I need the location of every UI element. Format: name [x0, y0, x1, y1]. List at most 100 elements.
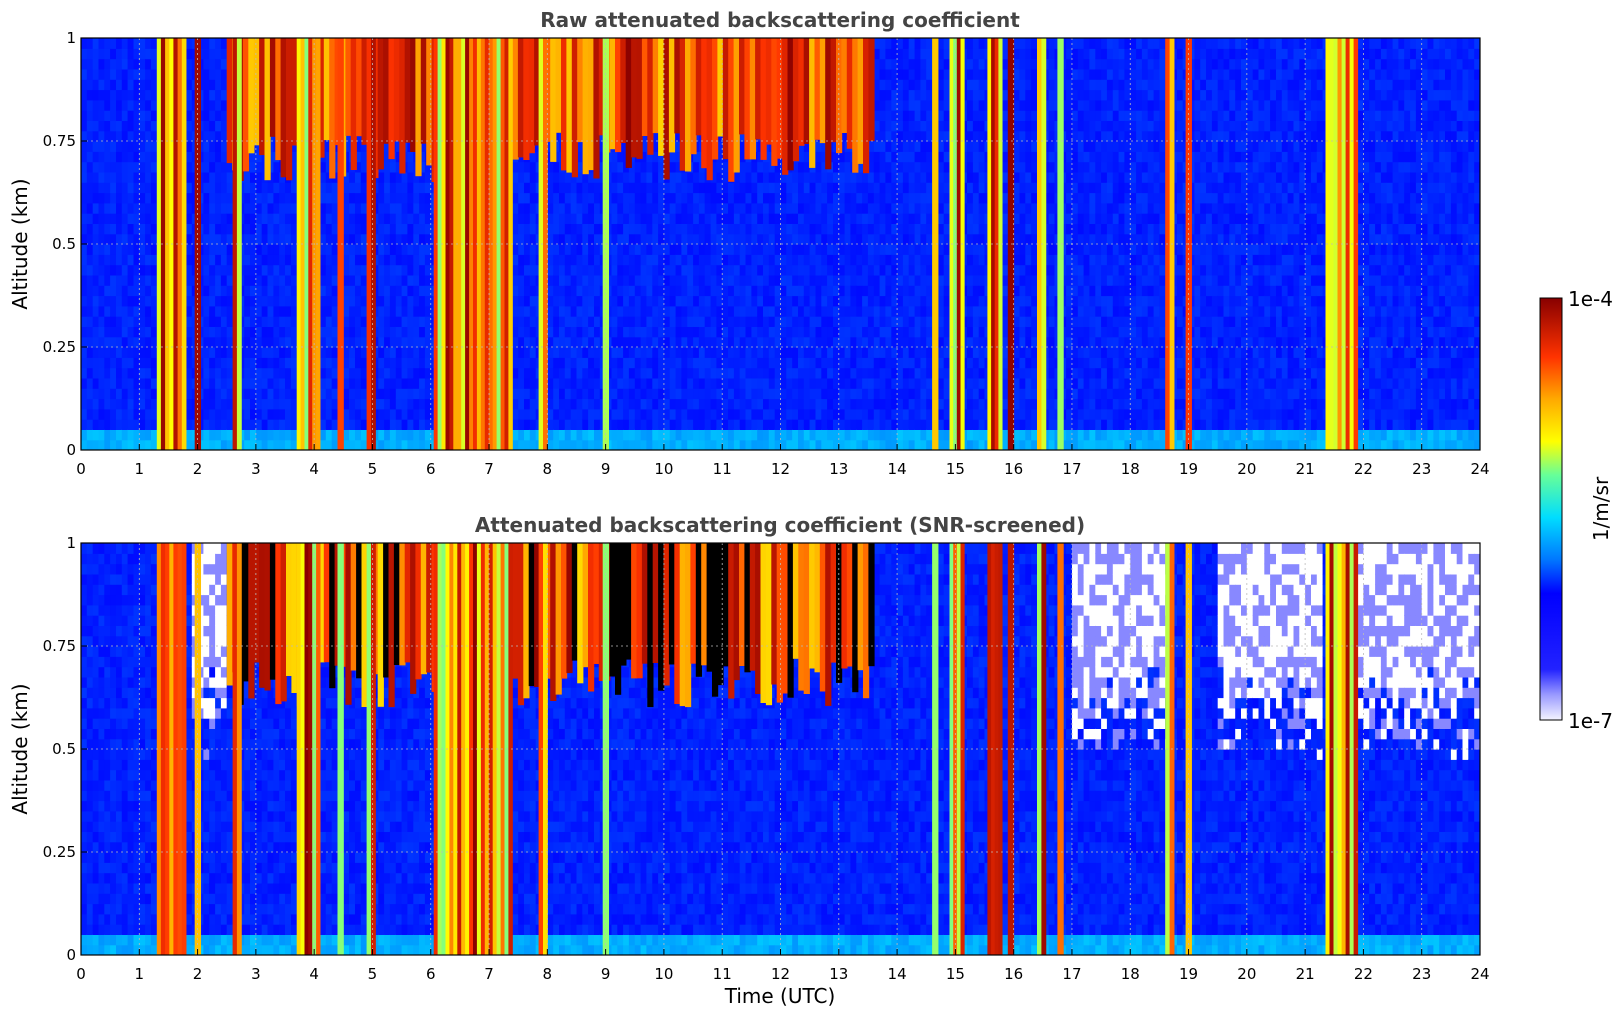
heatmap-cell: [220, 151, 228, 163]
heatmap-cell: [745, 171, 752, 183]
heatmap-cell: [116, 110, 123, 121]
heatmap-cell: [185, 110, 193, 121]
heatmap-cell: [203, 439, 210, 450]
heatmap-cell: [786, 336, 793, 348]
heatmap-cell: [582, 388, 589, 400]
heatmap-cell: [716, 377, 723, 389]
heatmap-cell: [792, 398, 799, 410]
heatmap-cell: [745, 161, 752, 173]
heatmap-cell: [139, 305, 146, 317]
heatmap-cell: [739, 161, 747, 173]
heatmap-cell: [751, 254, 758, 266]
heatmap-cell: [698, 316, 706, 327]
heatmap-cell: [646, 388, 653, 400]
heatmap-cell: [203, 254, 210, 266]
heatmap-cell: [121, 89, 129, 101]
heatmap-cell: [378, 408, 385, 420]
heatmap-cell: [663, 326, 671, 338]
heatmap-cell: [623, 419, 630, 430]
heatmap-cell: [704, 305, 712, 317]
heatmap-cell: [349, 408, 356, 420]
heatmap-cell: [215, 110, 222, 121]
heatmap-cell: [512, 429, 519, 441]
heatmap-cell: [92, 429, 100, 441]
heatmap-cell: [395, 182, 403, 194]
heatmap-cell: [512, 213, 519, 224]
heatmap-cell: [290, 429, 298, 441]
heatmap-cell: [267, 264, 274, 276]
heatmap-cell: [139, 347, 146, 358]
heatmap-cell: [518, 367, 525, 379]
heatmap-cell: [419, 274, 426, 286]
heatmap-cell: [389, 388, 397, 400]
heatmap-cell: [244, 202, 251, 214]
heatmap-cell: [110, 48, 117, 60]
heatmap-cell: [150, 274, 158, 286]
heatmap-cell: [92, 305, 100, 317]
heatmap-cell: [728, 192, 735, 204]
heatmap-cell: [290, 171, 298, 183]
heatmap-cell: [564, 213, 572, 224]
heatmap-cell: [331, 398, 339, 410]
heatmap-cell: [798, 388, 805, 400]
heatmap-cell: [617, 213, 624, 224]
heatmap-cell: [279, 295, 286, 307]
heatmap-cell: [384, 388, 391, 400]
heatmap-cell: [98, 254, 105, 266]
heatmap-cell: [786, 439, 793, 450]
heatmap-cell: [139, 419, 146, 430]
heatmap-cell: [529, 161, 537, 173]
heatmap-cell: [628, 305, 636, 317]
heatmap-cell: [594, 233, 601, 245]
heatmap-cell: [792, 305, 799, 317]
heatmap-cell: [524, 244, 531, 255]
heatmap-cell: [116, 439, 123, 450]
heatmap-cell: [792, 295, 799, 307]
heatmap-cell: [395, 357, 403, 369]
heatmap-cell: [384, 295, 391, 307]
heatmap-cell: [360, 398, 368, 410]
heatmap-cell: [716, 305, 723, 317]
heatmap-cell: [424, 316, 432, 327]
heatmap-cell: [220, 120, 228, 132]
heatmap-cell: [792, 202, 799, 214]
heatmap-cell: [698, 347, 706, 358]
heatmap-cell: [349, 398, 356, 410]
heatmap-cell: [285, 357, 292, 369]
heatmap-cell: [104, 213, 111, 224]
heatmap-cell: [244, 285, 251, 297]
heatmap-cell: [273, 171, 280, 183]
heatmap-cell: [716, 398, 723, 410]
heatmap-cell: [203, 89, 210, 101]
heatmap-cell: [803, 264, 811, 276]
heatmap-cell: [209, 223, 216, 235]
heatmap-cell: [774, 347, 782, 358]
heatmap-cell: [110, 367, 117, 379]
heatmap-cell: [745, 316, 752, 327]
heatmap-cell: [290, 223, 298, 235]
heatmap-cell: [81, 367, 88, 379]
heatmap-cell: [220, 357, 228, 369]
heatmap-cell: [763, 429, 770, 441]
heatmap-cell: [220, 161, 228, 173]
heatmap-cell: [570, 305, 578, 317]
heatmap-cell: [349, 233, 356, 245]
heatmap-cell: [86, 141, 94, 152]
heatmap-cell: [733, 244, 741, 255]
heatmap-cell: [145, 233, 152, 245]
heatmap-cell: [285, 398, 292, 410]
heatmap-cell: [564, 274, 572, 286]
heatmap-cell: [407, 161, 414, 173]
heatmap-cell: [349, 285, 356, 297]
heatmap-cell: [81, 285, 88, 297]
heatmap-cell: [185, 357, 193, 369]
heatmap-cell: [255, 223, 263, 235]
heatmap-cell: [139, 182, 146, 194]
heatmap-cell: [81, 347, 88, 358]
heatmap-cell: [728, 408, 735, 420]
heatmap-cell: [215, 439, 222, 450]
heatmap-cell: [360, 151, 368, 163]
heatmap-cell: [203, 285, 210, 297]
heatmap-cell: [611, 274, 618, 286]
heatmap-cell: [652, 408, 659, 420]
